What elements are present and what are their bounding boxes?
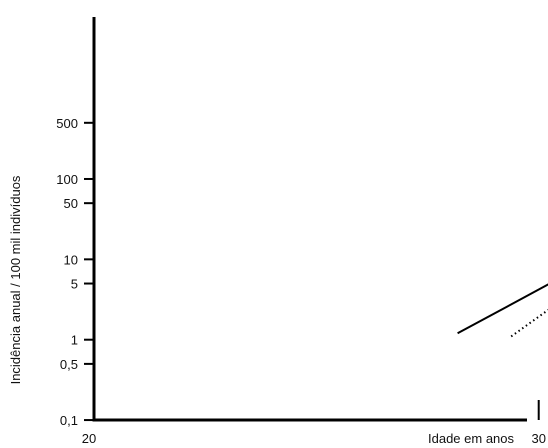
- series-lines: [457, 283, 548, 338]
- y-tick-label-100: 100: [56, 172, 78, 187]
- x-axis-title: Idade em anos: [428, 431, 515, 446]
- series-line-estomago: [510, 308, 548, 338]
- axes: [92, 17, 527, 422]
- y-tick-label-50: 50: [64, 196, 78, 211]
- y-tick-label-1: 1: [71, 333, 78, 348]
- y-axis-title: Incidência anual / 100 mil indivíduos: [8, 175, 23, 384]
- y-tick-label-5: 5: [71, 277, 78, 292]
- y-tick-label-0-5: 0,5: [60, 357, 78, 372]
- y-tick-label-0-1: 0,1: [60, 413, 78, 428]
- x-tick-label-20: 20: [82, 431, 96, 446]
- series-line-pele: [457, 283, 548, 335]
- y-tick-label-10: 10: [64, 252, 78, 267]
- y-axis-ticks: 0,1 0,5 1 5 10 50 100 500: [56, 116, 94, 428]
- x-tick-label-30: 30: [531, 431, 545, 446]
- y-tick-label-500: 500: [56, 116, 78, 131]
- x-axis-ticks: 20304050607080: [82, 400, 546, 446]
